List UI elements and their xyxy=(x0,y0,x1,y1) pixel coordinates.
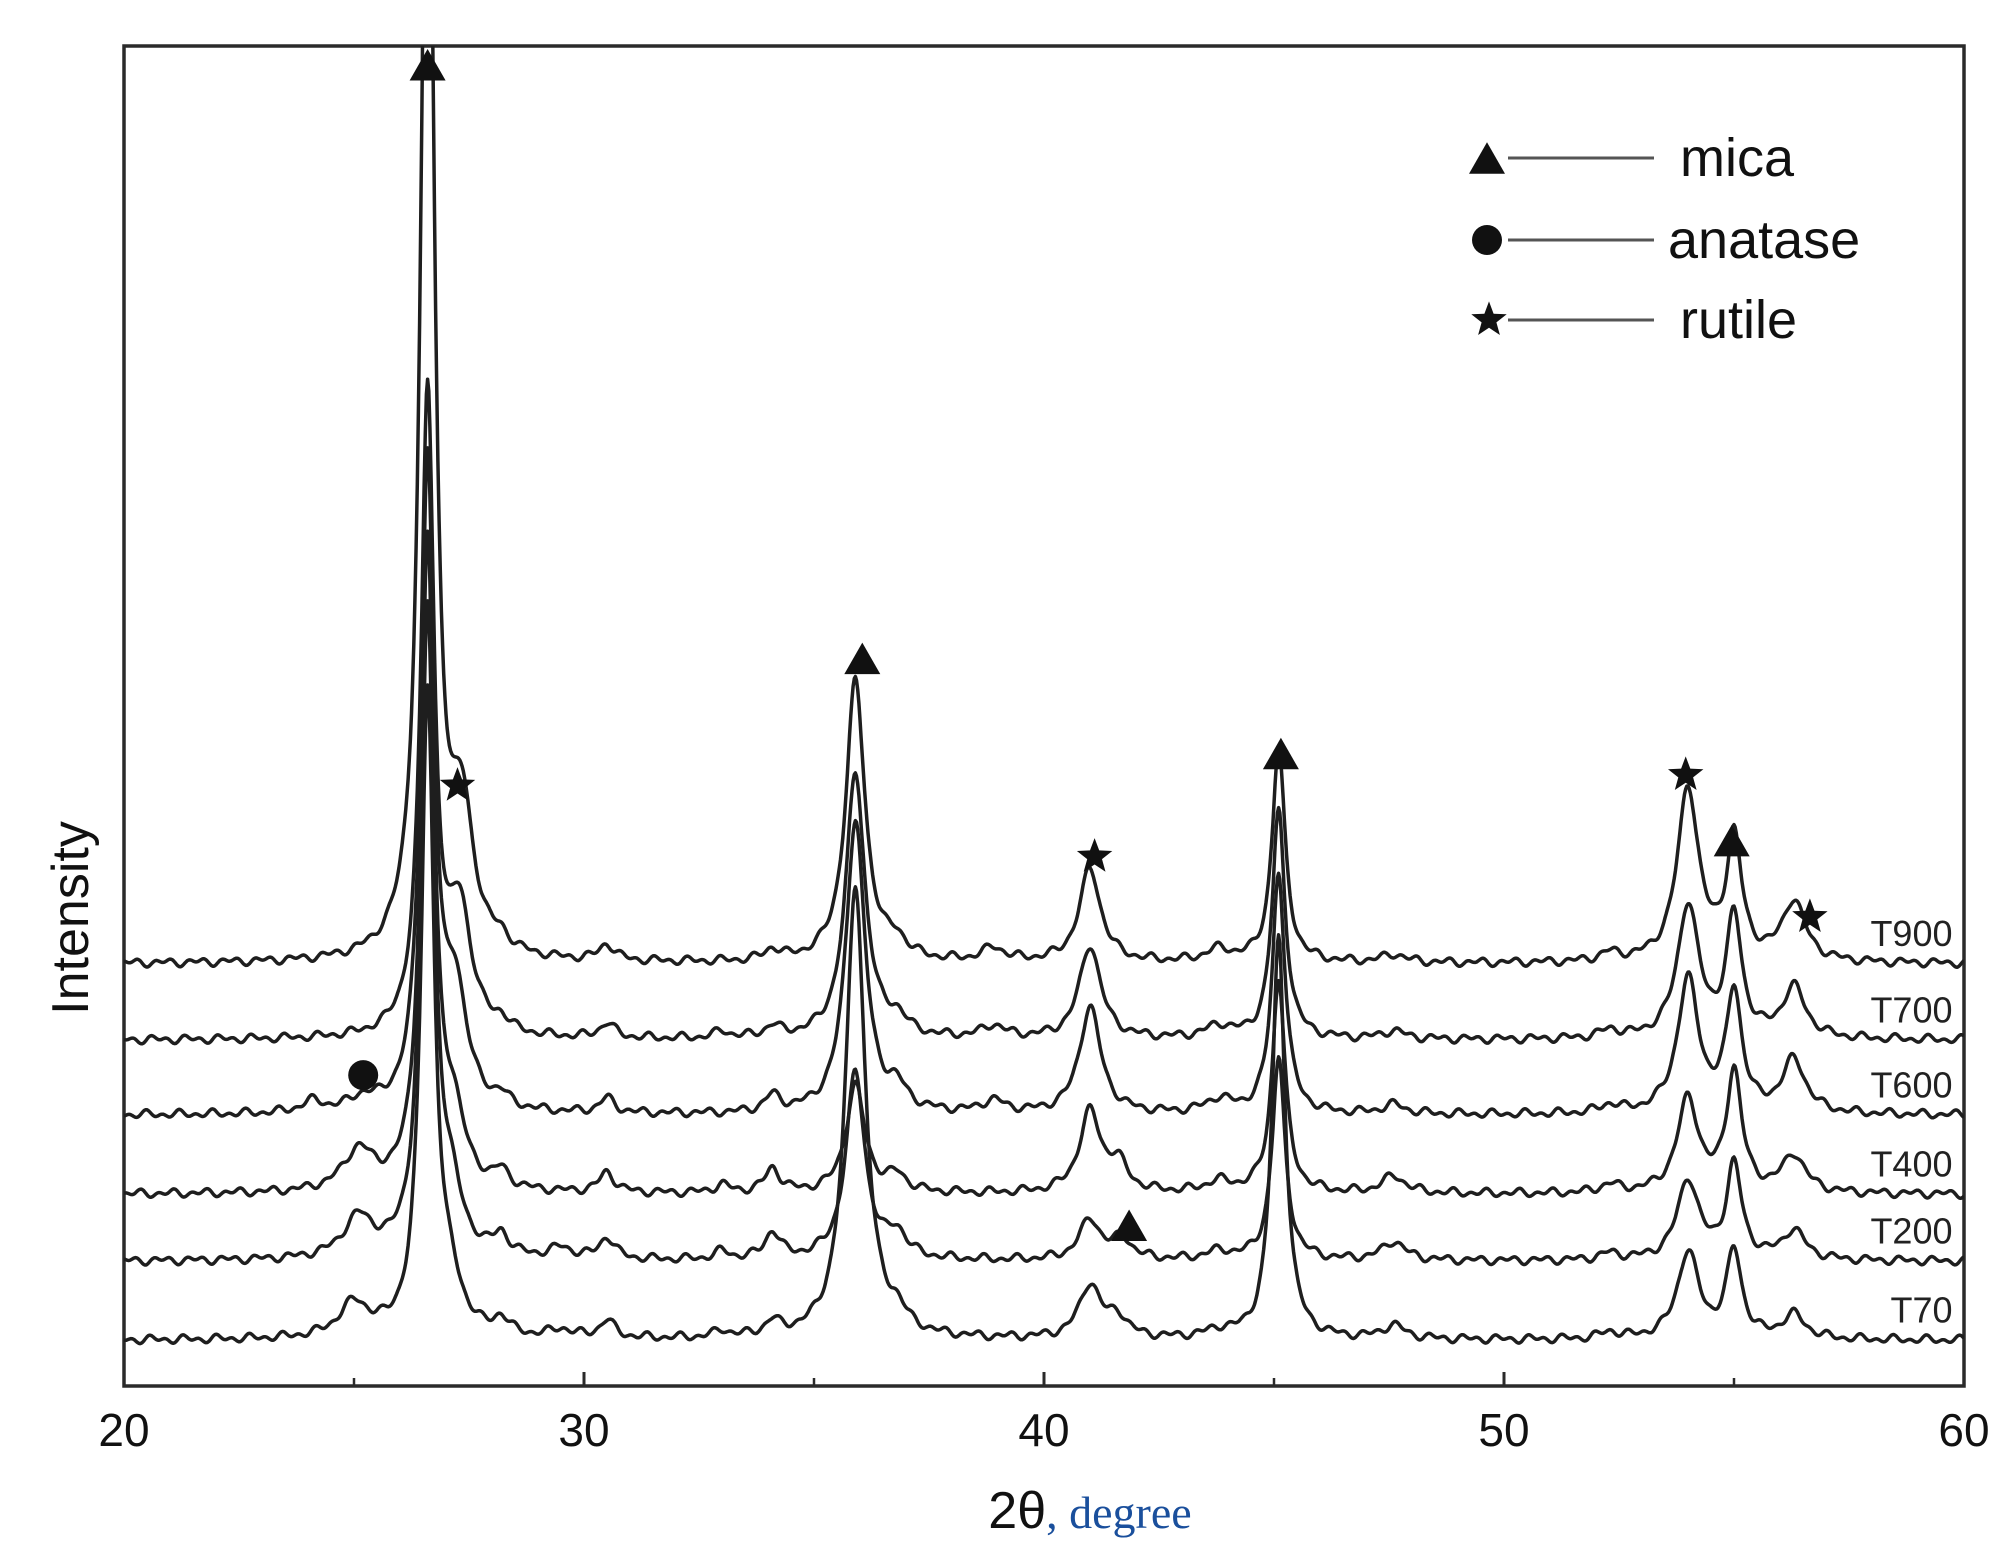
star-marker xyxy=(1792,898,1828,932)
x-axis-unit: , degree xyxy=(1046,1487,1192,1538)
star-marker xyxy=(439,767,476,801)
series-label-t70: T70 xyxy=(1890,1289,1952,1330)
trace-t200 xyxy=(124,599,1964,1267)
trace-t900 xyxy=(124,46,1964,969)
star-marker xyxy=(1668,756,1704,790)
star-marker xyxy=(1076,838,1113,872)
legend-label-anatase: anatase xyxy=(1668,210,1860,270)
x-tick-label: 30 xyxy=(558,1404,609,1456)
series-label-t600: T600 xyxy=(1870,1064,1952,1105)
legend-circle-icon xyxy=(1472,225,1502,255)
series-label-t200: T200 xyxy=(1870,1210,1952,1251)
trace-t70 xyxy=(124,683,1964,1346)
triangle-marker xyxy=(844,642,881,675)
phase-markers xyxy=(348,49,1828,1241)
x-tick-label: 50 xyxy=(1478,1404,1529,1456)
x-tick-label: 20 xyxy=(98,1404,149,1456)
x-axis-title: 2θ, degree xyxy=(988,1482,1191,1540)
diffraction-traces xyxy=(124,46,1964,1346)
x-axis-ticks: 20 30 40 50 60 xyxy=(98,1372,1990,1456)
x-tick-label: 40 xyxy=(1018,1404,1069,1456)
triangle-marker xyxy=(1262,737,1299,770)
series-label-t400: T400 xyxy=(1870,1143,1952,1184)
x-tick-label: 60 xyxy=(1938,1404,1989,1456)
legend-label-mica: mica xyxy=(1680,128,1795,188)
y-axis-title: Intensity xyxy=(42,821,100,1015)
triangle-marker xyxy=(1111,1209,1148,1241)
series-label-t700: T700 xyxy=(1870,989,1952,1030)
legend-triangle-icon xyxy=(1469,142,1505,174)
trace-t400 xyxy=(124,529,1964,1201)
x-axis-label: 2θ xyxy=(988,1482,1046,1540)
series-labels: T900 T700 T600 T400 T200 T70 xyxy=(1870,913,1952,1331)
triangle-marker xyxy=(409,49,446,81)
circle-marker xyxy=(348,1060,379,1091)
triangle-marker xyxy=(1713,824,1750,857)
legend-star-icon xyxy=(1471,301,1507,335)
trace-t700 xyxy=(124,377,1964,1046)
legend: mica anatase rutile xyxy=(1469,128,1860,350)
legend-label-rutile: rutile xyxy=(1680,290,1797,350)
trace-t600 xyxy=(124,446,1964,1120)
series-label-t900: T900 xyxy=(1870,913,1952,954)
